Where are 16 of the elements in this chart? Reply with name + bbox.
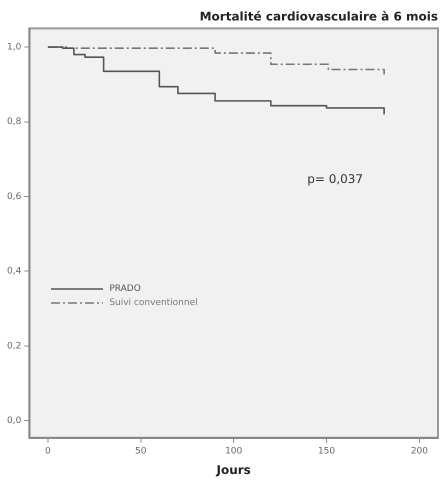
x-axis-title: Jours	[216, 462, 251, 477]
x-tick-label: 150	[318, 446, 336, 457]
x-tick-label: 50	[135, 446, 147, 457]
text: PRADO	[109, 284, 141, 294]
text: Suivi conventionnel	[109, 298, 198, 308]
y-tick-label: 0,2	[6, 341, 22, 352]
x-tick-label: 200	[410, 446, 428, 457]
y-tick-label: 0,8	[6, 117, 22, 128]
y-tick-label: 0,4	[6, 266, 22, 277]
y-tick-label: 1,0	[6, 42, 22, 52]
annotation: p= 0,037	[307, 172, 364, 186]
y-tick-label: 0,6	[6, 192, 22, 202]
x-tick-label: 100	[225, 446, 243, 457]
y-tick-label: 0,0	[6, 416, 22, 426]
x-tick-label: 0	[45, 446, 52, 457]
chart-title: Mortalité cardiovasculaire à 6 mois	[200, 9, 438, 24]
